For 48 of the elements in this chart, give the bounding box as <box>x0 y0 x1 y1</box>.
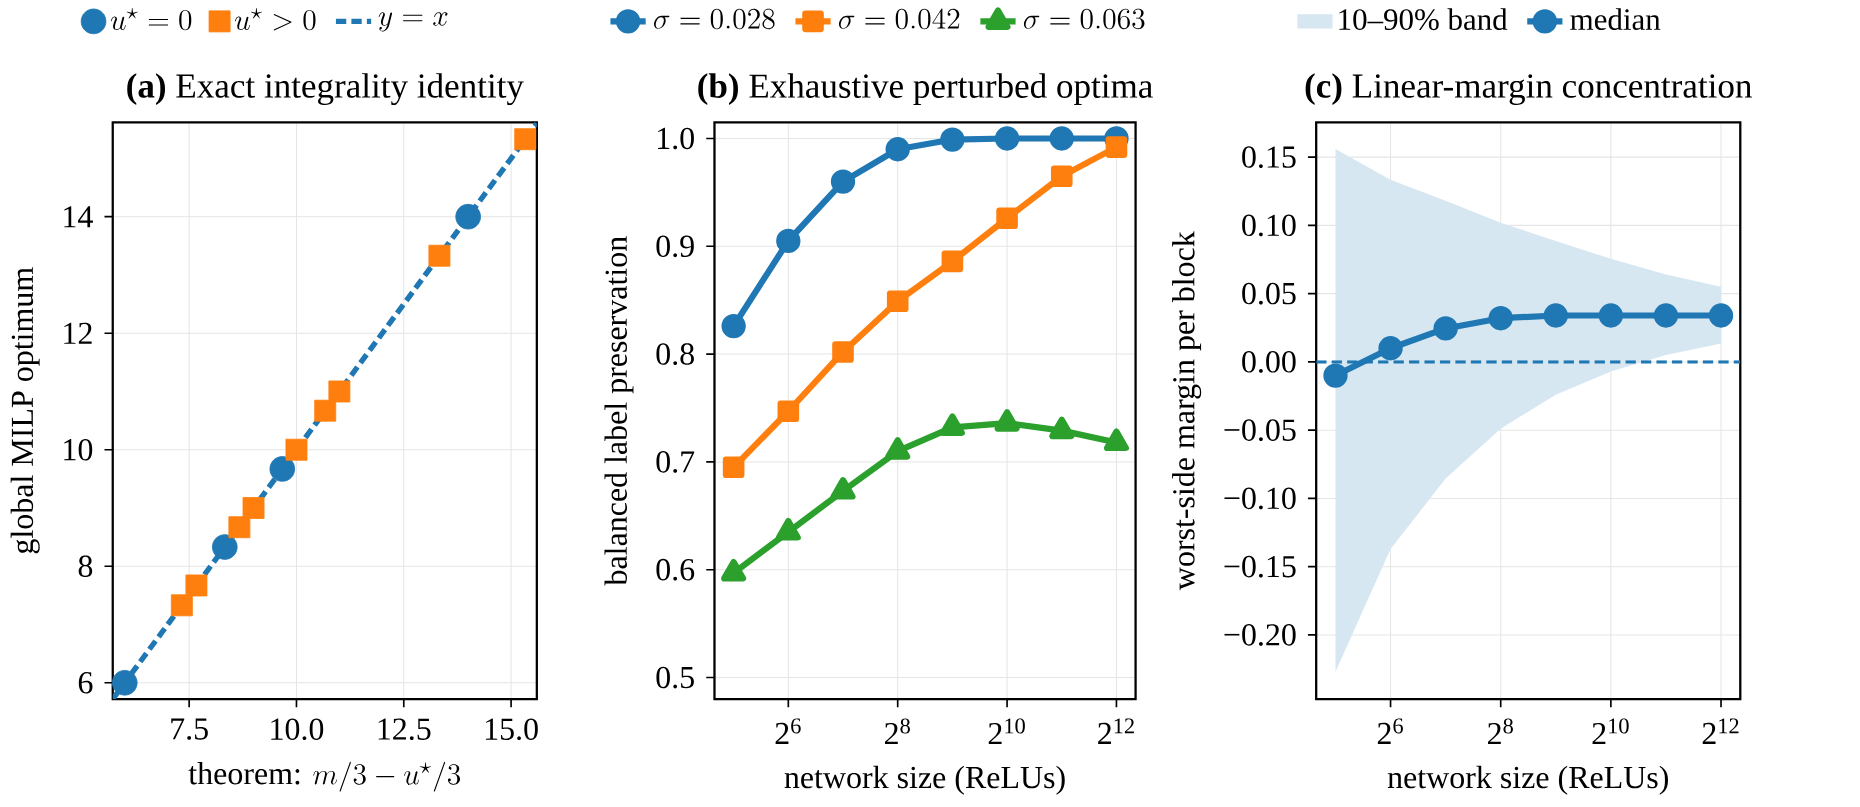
x-tick-label: 2$^{8}$ <box>884 718 910 745</box>
legend-label: median <box>1570 8 1661 31</box>
x-axis-title: network size (ReLUs) <box>1387 765 1668 795</box>
y-tick-label: −0.20 <box>1224 624 1296 646</box>
y-tick-label: 10 <box>64 439 93 461</box>
legend-label: $u^\star > 0$ <box>235 7 316 31</box>
x-tick-label: 2$^{12}$ <box>1702 718 1739 745</box>
y-tick-label: 0.6 <box>656 558 695 581</box>
y-tick-label: 12 <box>64 322 92 344</box>
x-tick-label: 7.5 <box>171 718 208 740</box>
y-tick-label: 6 <box>78 672 93 694</box>
x-axis-title: network size (ReLUs) <box>784 765 1065 795</box>
y-tick-label: 0.5 <box>656 666 694 689</box>
legend-label: $\sigma = 0.042$ <box>838 8 960 30</box>
x-tick-label: 10.0 <box>271 718 324 741</box>
y-tick-label: 0.05 <box>1242 282 1296 305</box>
x-tick-label: 2$^{10}$ <box>988 718 1025 745</box>
y-tick-label: 8 <box>78 555 93 578</box>
y-axis-title: balanced label preservation <box>604 236 634 586</box>
chart-title: (b) Exhaustive perturbed optima <box>698 73 1153 106</box>
chart-title: (c) Linear-margin concentration <box>1305 73 1752 106</box>
y-tick-label: 0.9 <box>656 235 694 258</box>
legend-label: $u^\star = 0$ <box>110 7 192 31</box>
x-tick-label: 2$^{10}$ <box>1592 718 1629 745</box>
y-tick-label: −0.15 <box>1224 555 1296 578</box>
x-tick-label: 2$^{6}$ <box>775 718 801 745</box>
x-tick-label: 2$^{6}$ <box>1377 718 1403 745</box>
y-tick-label: 0.7 <box>656 451 695 473</box>
x-tick-label: 2$^{8}$ <box>1488 718 1513 745</box>
y-axis-title: worst-side margin per block <box>1172 231 1202 591</box>
x-tick-label: 12.5 <box>378 718 431 741</box>
y-tick-label: 0.15 <box>1242 146 1296 169</box>
y-tick-label: 0.10 <box>1242 214 1296 237</box>
y-tick-label: −0.10 <box>1224 487 1296 510</box>
y-tick-label: 14 <box>64 206 93 228</box>
y-axis-title: global MILP optimum <box>10 267 40 554</box>
text: 10–90% band <box>1339 8 1508 31</box>
legend-label: $\sigma = 0.063$ <box>1023 8 1145 30</box>
x-axis-title: $\mbox{theorem: }m/3 - u^\star/3$ <box>188 761 461 792</box>
chart-title: (a) Exact integrality identity <box>127 73 524 106</box>
y-tick-label: 1.0 <box>658 127 694 150</box>
x-tick-label: 15.0 <box>485 718 538 741</box>
x-tick-label: 2$^{12}$ <box>1098 718 1134 745</box>
legend-label: $\sigma = 0.028$ <box>654 8 775 30</box>
legend-label: $y = x$ <box>378 12 448 32</box>
y-tick-label: −0.05 <box>1224 419 1296 442</box>
y-tick-label: 0.8 <box>656 343 694 366</box>
y-tick-label: 0.00 <box>1242 351 1296 373</box>
